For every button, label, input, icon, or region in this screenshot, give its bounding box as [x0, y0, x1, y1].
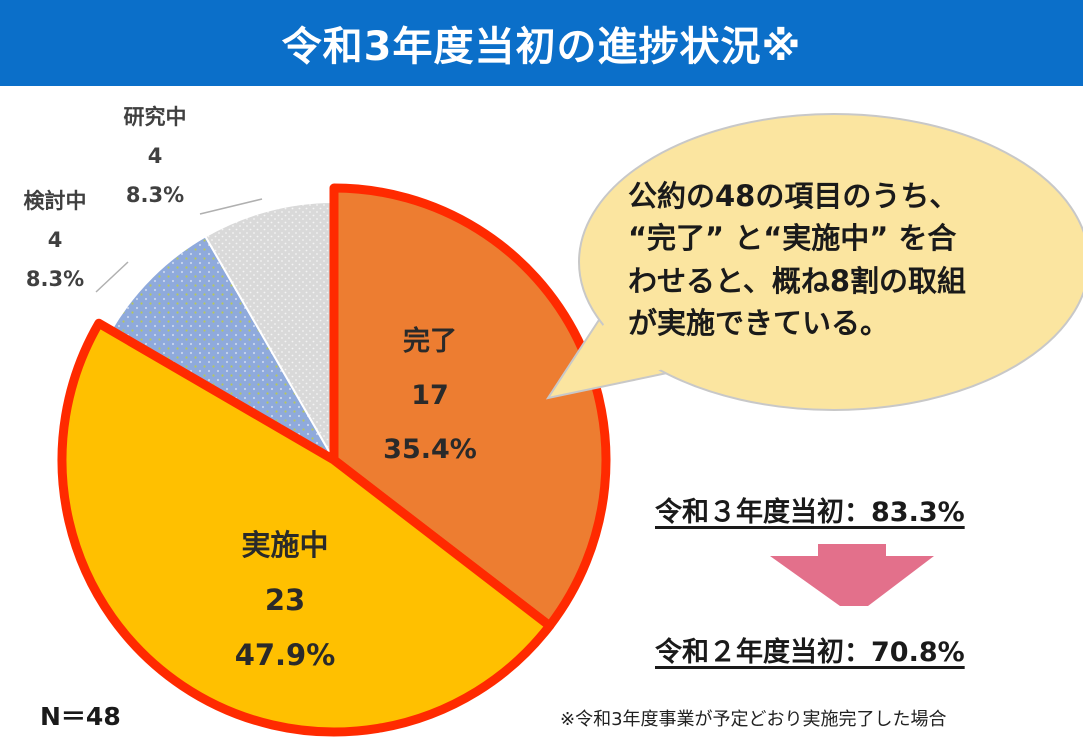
pie-slice-in-progress — [57, 318, 555, 737]
slice-label-done: 完了 17 35.4% — [355, 315, 505, 477]
leader-line-review — [95, 261, 129, 293]
title-bar: 令和3年度当初の進捗状況※ — [0, 0, 1083, 86]
slice-name: 実施中 — [241, 528, 329, 562]
sample-size: N＝48 — [40, 702, 121, 731]
footnote: ※令和3年度事業が予定どおり実施完了した場合 — [560, 709, 947, 730]
slice-percent: 8.3% — [25, 266, 85, 291]
slice-percent: 47.9% — [234, 638, 336, 673]
leader-line-study — [199, 198, 263, 215]
slice-name: 研究中 — [123, 105, 187, 129]
pie-slice-under-study — [203, 200, 335, 464]
slice-count: 17 — [411, 380, 449, 411]
slice-label-under-study: 研究中 4 8.3% — [100, 98, 210, 215]
slice-percent: 35.4% — [383, 434, 477, 465]
callout-text: 公約の48の項目のうち、 “完了” と“実施中” を合 わせると、概ね8割の取組… — [628, 175, 1048, 344]
slice-name: 完了 — [403, 326, 457, 357]
slice-name: 検討中 — [23, 189, 87, 213]
pie-slice-under-review — [109, 234, 337, 463]
up-arrow-icon — [770, 544, 934, 606]
callout-bubble — [545, 113, 1083, 411]
callout-line: が実施できている。 — [628, 305, 890, 340]
comparison-current: 令和３年度当初：83.3% — [655, 497, 965, 528]
slice-count: 23 — [264, 583, 306, 618]
callout-line: “完了” と“実施中” を合 — [628, 221, 957, 256]
slice-count: 4 — [47, 227, 63, 252]
slice-label-under-review: 検討中 4 8.3% — [5, 182, 105, 299]
page-title: 令和3年度当初の進捗状況※ — [281, 24, 802, 70]
callout-line: わせると、概ね8割の取組 — [628, 263, 967, 298]
comparison-previous: 令和２年度当初：70.8% — [655, 637, 965, 668]
pie-slice-done — [329, 183, 611, 631]
callout-line: 公約の48の項目のうち、 — [628, 179, 959, 213]
slice-percent: 8.3% — [125, 182, 185, 207]
slice-count: 4 — [147, 143, 163, 168]
slice-label-in-progress: 実施中 23 47.9% — [205, 518, 365, 683]
